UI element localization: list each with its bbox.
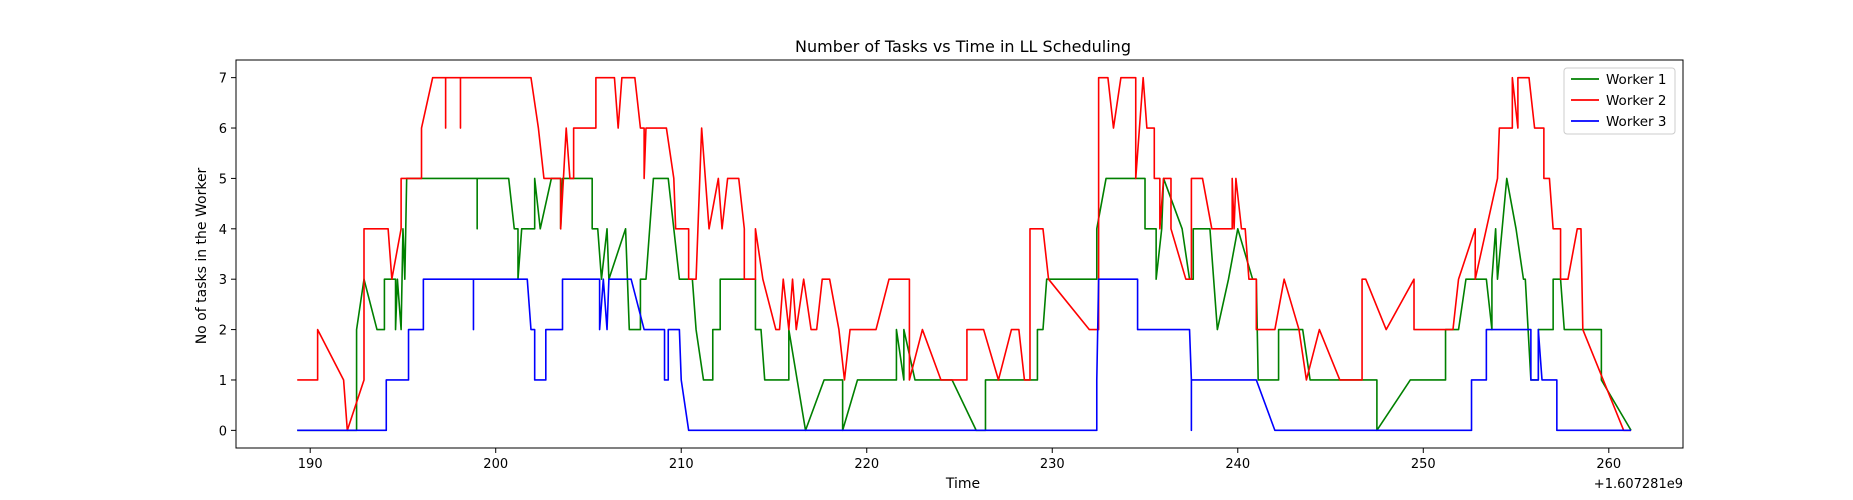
x-axis: 190 200 210 220 230 240 250 260 — [298, 448, 1621, 472]
y-axis-label: No of tasks in the Worker — [194, 167, 210, 344]
x-tick-label: 220 — [854, 457, 879, 472]
legend-label-worker-2: Worker 2 — [1606, 93, 1666, 109]
x-tick-label: 200 — [483, 457, 508, 472]
y-tick-label: 6 — [219, 122, 227, 137]
series-lines — [297, 76, 1632, 432]
x-tick-label: 190 — [298, 457, 323, 472]
y-tick-label: 7 — [219, 72, 227, 87]
legend-label-worker-3: Worker 3 — [1606, 114, 1666, 130]
series-line-worker-2 — [297, 76, 1632, 432]
series-line-worker-3 — [297, 278, 1632, 432]
y-tick-label: 2 — [219, 324, 227, 339]
x-tick-label: 260 — [1596, 457, 1621, 472]
x-tick-label: 240 — [1225, 457, 1250, 472]
legend: Worker 1 Worker 2 Worker 3 — [1563, 67, 1676, 135]
x-tick-label: 230 — [1040, 457, 1065, 472]
y-tick-label: 0 — [219, 424, 227, 439]
x-axis-label: Time — [945, 476, 980, 492]
x-axis-offset-label: +1.607281e9 — [1594, 477, 1683, 492]
y-tick-label: 1 — [219, 374, 227, 389]
plot-area-frame — [235, 59, 1684, 449]
y-axis: 0 1 2 3 4 5 6 7 — [219, 72, 236, 439]
y-tick-label: 4 — [219, 223, 227, 238]
chart-title: Number of Tasks vs Time in LL Scheduling — [795, 37, 1131, 56]
x-tick-label: 250 — [1411, 457, 1436, 472]
legend-label-worker-1: Worker 1 — [1606, 72, 1666, 88]
x-tick-label: 210 — [669, 457, 694, 472]
y-tick-label: 3 — [219, 273, 227, 288]
y-tick-label: 5 — [219, 172, 227, 187]
legend-box — [1563, 67, 1676, 135]
